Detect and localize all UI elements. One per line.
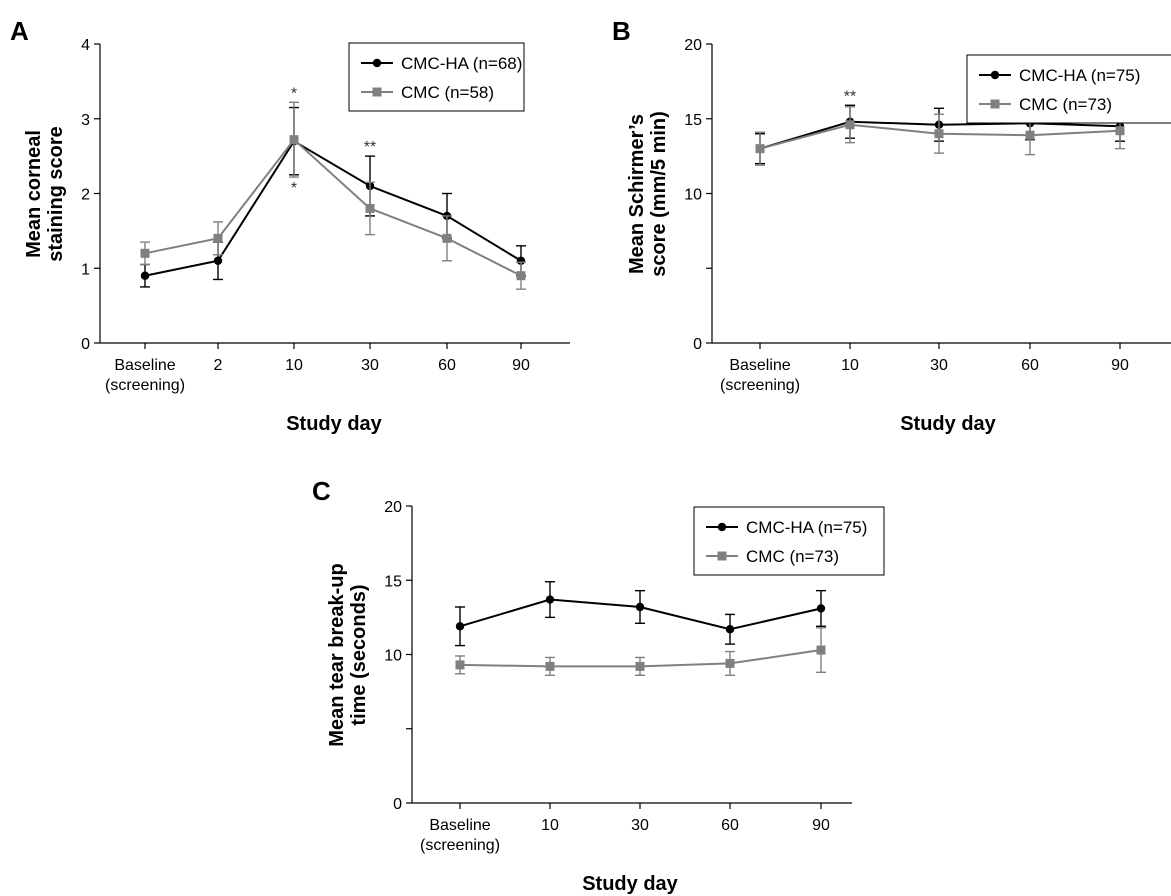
y-tick-label: 0 [393,796,402,813]
panel-letter: B [612,16,631,46]
data-point [1115,126,1125,136]
data-point [816,645,826,655]
x-axis-label: Study day [582,873,678,895]
legend-marker [990,99,1000,109]
x-tick-label: 60 [438,357,456,374]
data-point [934,129,944,139]
legend-label: CMC-HA (n=75) [746,518,867,537]
data-point [845,120,855,130]
data-point [455,622,465,631]
legend: CMC-HA (n=75) CMC (n=73) [693,506,885,576]
series-line [144,139,522,277]
y-axis-label: Mean Schirmer’sscore (mm/5 min) [626,111,670,277]
data-point [725,625,735,634]
data-point [213,233,223,243]
series-cmc [455,627,826,676]
data-point [635,602,645,612]
legend-marker [717,551,727,561]
x-tick-label: 30 [930,357,948,374]
y-tick-label: 20 [684,37,702,54]
y-tick-label: 15 [684,112,702,129]
data-point [725,658,735,668]
y-tick-label: 20 [384,499,402,516]
series-cmc-ha [140,106,526,288]
data-point [455,660,465,670]
data-point [816,604,826,613]
legend-marker [990,70,1000,80]
y-tick-label: 4 [81,37,90,54]
x-tick-label: 90 [1111,357,1129,374]
legend-label: CMC (n=73) [1019,95,1112,114]
data-point [140,248,150,258]
x-tick-label: 60 [1021,357,1039,374]
x-tick-label: 10 [541,817,559,834]
data-point [140,271,150,280]
x-tick-label: Baseline (screening) [420,817,500,854]
y-tick-label: 3 [81,112,90,129]
chart-panel-b: B 0 10 15 20 Baseline (screening) 10 30 60 90 Mean … [612,16,1171,435]
x-tick-label: 2 [214,357,223,374]
x-tick-label: 60 [721,817,739,834]
data-point [516,271,526,281]
y-tick-label: 1 [81,261,90,278]
legend-marker [372,58,382,68]
x-tick-label: Baseline (screening) [720,357,800,394]
legend-box [693,506,885,576]
data-point [289,135,299,145]
legend-label: CMC-HA (n=75) [1019,66,1140,85]
legend-marker [372,87,382,97]
y-tick-label: 10 [384,648,402,665]
x-axis-label: Study day [286,413,382,435]
y-axis-label: Mean cornealstaining score [23,126,67,262]
x-axis-label: Study day [900,413,996,435]
chart-panel-a: A 0 1 2 3 4 Baseline (screening) 2 10 30 60 90 Mean c… [10,16,570,435]
data-point [213,256,223,265]
data-point [365,203,375,213]
data-point [545,595,555,604]
significance-marker: * [291,180,297,197]
legend-box [966,54,1171,124]
legend-marker [717,522,727,532]
panel-letter: C [312,476,331,506]
chart-panel-c: C 0 10 15 20 Baseline (screening) 10 30 60 90 Mean … [312,476,885,895]
x-tick-label: 90 [812,817,830,834]
legend-label: CMC (n=73) [746,547,839,566]
series-cmc [140,101,526,290]
y-tick-label: 0 [693,336,702,353]
series-cmc-ha [455,581,826,647]
data-point [1025,130,1035,140]
data-point [755,144,765,154]
y-tick-label: 10 [684,187,702,204]
legend: CMC-HA (n=75) CMC (n=73) [966,54,1171,124]
panel-letter: A [10,16,29,46]
x-tick-label: 10 [285,357,303,374]
y-tick-label: 15 [384,573,402,590]
data-point [442,233,452,243]
x-tick-label: 30 [631,817,649,834]
significance-marker: ** [844,88,856,105]
data-point [545,661,555,671]
x-tick-label: 10 [841,357,859,374]
y-axis-label: Mean tear break-uptime (seconds) [326,563,370,746]
x-tick-label: 90 [512,357,530,374]
y-tick-label: 0 [81,336,90,353]
x-tick-label: Baseline (screening) [105,357,185,394]
legend-box [348,42,525,112]
significance-marker: ** [364,139,376,156]
series-line [144,138,522,277]
data-point [635,661,645,671]
legend-label: CMC-HA (n=68) [401,54,522,73]
legend-label: CMC (n=58) [401,83,494,102]
significance-marker: * [291,85,297,102]
y-tick-label: 2 [81,187,90,204]
x-tick-label: 30 [361,357,379,374]
legend: CMC-HA (n=68) CMC (n=58) [348,42,525,112]
